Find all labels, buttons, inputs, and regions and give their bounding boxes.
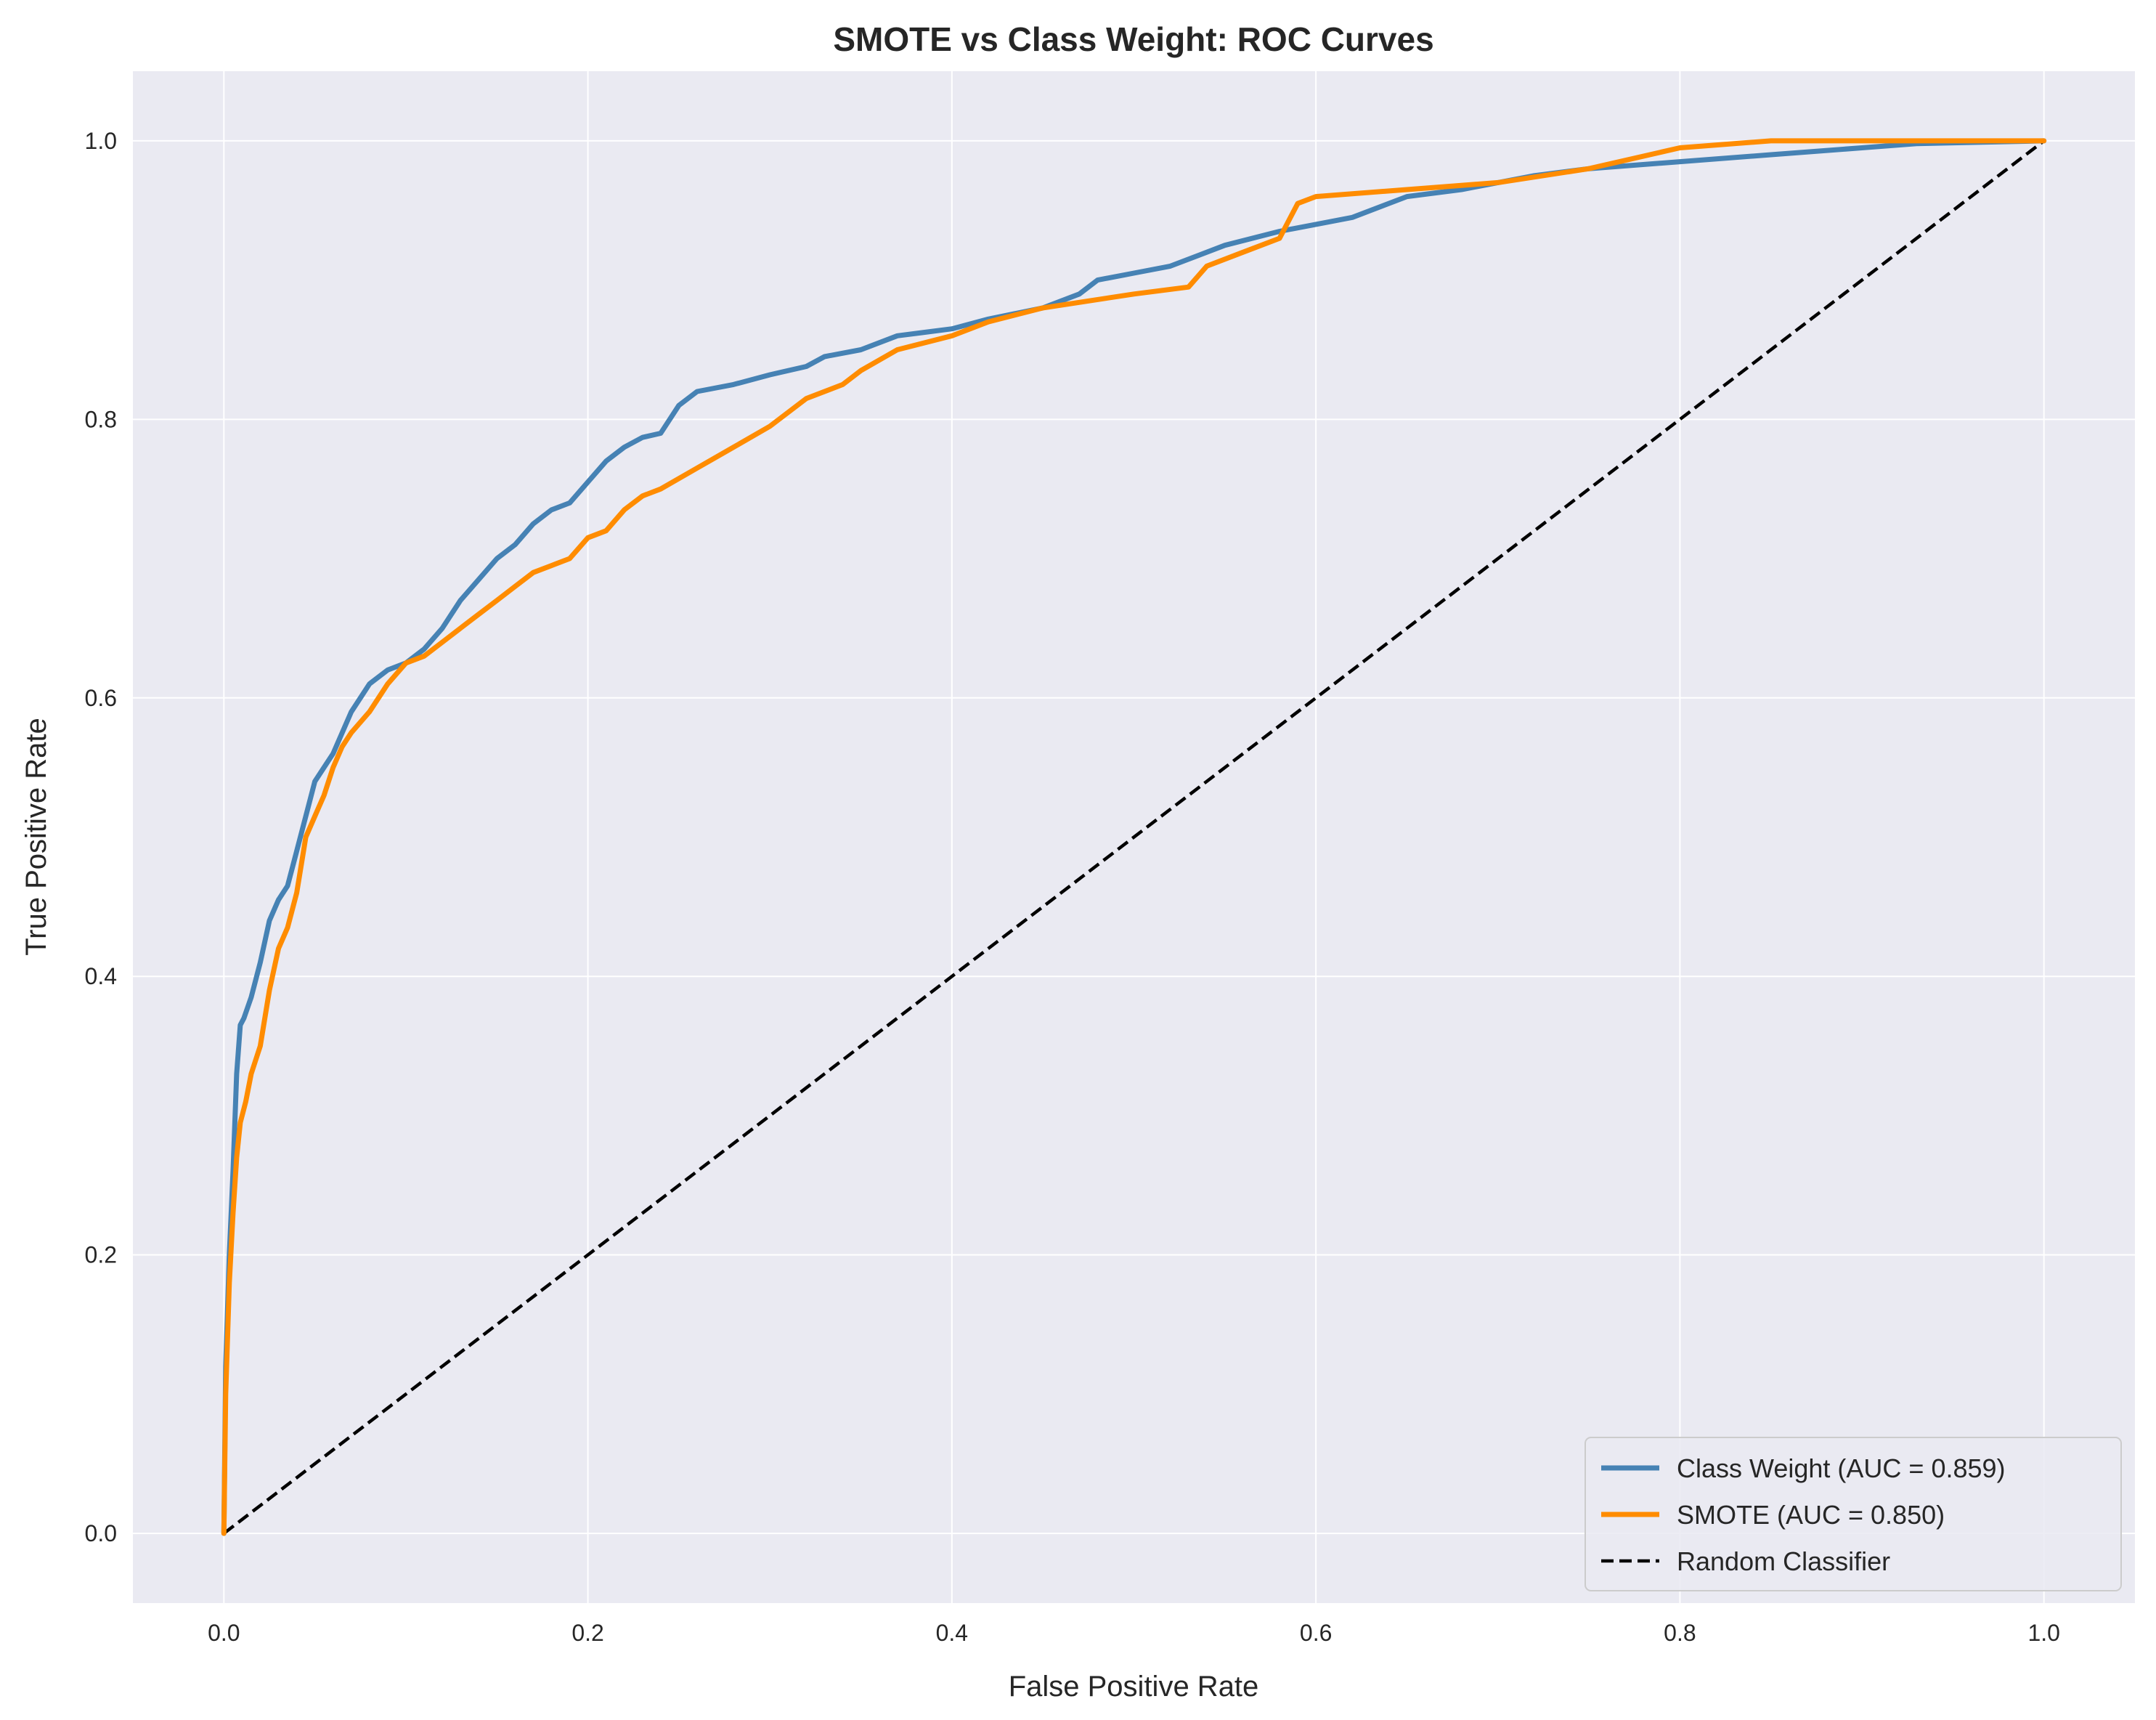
y-tick-label: 0.8 [85, 406, 117, 432]
y-tick-label: 0.0 [85, 1520, 117, 1546]
legend-label: Class Weight (AUC = 0.859) [1677, 1453, 2006, 1483]
x-axis-ticks: 0.0 0.2 0.4 0.6 0.8 1.0 [208, 1620, 2060, 1646]
x-tick-label: 0.6 [1300, 1620, 1332, 1646]
y-tick-label: 0.4 [85, 963, 117, 989]
x-tick-label: 0.4 [936, 1620, 968, 1646]
x-tick-label: 0.0 [208, 1620, 240, 1646]
series-layer [221, 138, 2047, 1536]
chart-title: SMOTE vs Class Weight: ROC Curves [833, 20, 1433, 58]
y-tick-label: 0.6 [85, 685, 117, 711]
legend-label: SMOTE (AUC = 0.850) [1677, 1500, 1945, 1530]
y-tick-label: 1.0 [85, 128, 117, 154]
legend: Class Weight (AUC = 0.859) SMOTE (AUC = 0… [1585, 1437, 2122, 1591]
x-tick-label: 0.8 [1664, 1620, 1696, 1646]
x-tick-label: 1.0 [2027, 1620, 2059, 1646]
legend-label: Random Classifier [1677, 1546, 1890, 1576]
series-line-0 [221, 138, 2047, 1536]
series-line-2 [222, 139, 2046, 1535]
x-axis-label: False Positive Rate [1009, 1671, 1259, 1703]
y-axis-label: True Positive Rate [20, 718, 52, 956]
legend-box [1585, 1437, 2122, 1591]
series-line-1 [221, 138, 2047, 1536]
x-tick-label: 0.2 [571, 1620, 603, 1646]
y-tick-label: 0.2 [85, 1242, 117, 1268]
y-axis-ticks: 0.0 0.2 0.4 0.6 0.8 1.0 [85, 128, 117, 1546]
